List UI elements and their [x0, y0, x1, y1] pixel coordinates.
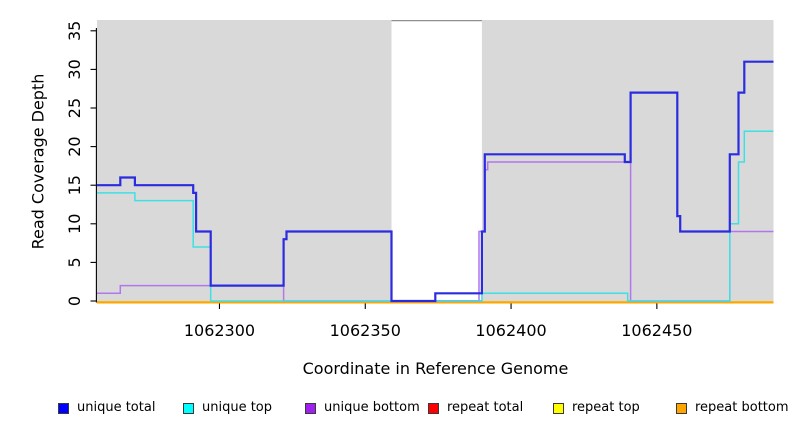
x-tick-label: 1062400: [475, 321, 546, 340]
legend-item-unique-total: unique total: [58, 400, 155, 416]
series-line-unique-top: [97, 130, 774, 302]
legend-item-unique-bottom: unique bottom: [305, 400, 420, 416]
y-tick-label: 0: [65, 296, 84, 306]
legend-label: repeat total: [447, 400, 524, 415]
y-tick-label: 5: [65, 257, 84, 267]
legend-swatch-repeat-bottom: [676, 402, 687, 414]
y-tick-label: 10: [65, 214, 84, 234]
y-tick-label: 25: [65, 98, 84, 118]
series-line-unique-total: [97, 60, 774, 303]
y-tick-label: 15: [65, 175, 84, 195]
legend-swatch-unique-top: [183, 402, 194, 414]
legend-label: repeat top: [572, 400, 640, 415]
legend-item-repeat-total: repeat total: [428, 400, 523, 416]
legend-swatch-repeat-total: [428, 402, 439, 414]
x-tick-label: 1062350: [330, 321, 401, 340]
legend-label: unique total: [77, 400, 156, 415]
y-tick-label: 30: [65, 59, 84, 79]
legend-swatch-unique-total: [58, 402, 69, 414]
y-tick-label: 20: [65, 136, 84, 156]
x-axis-title: Coordinate in Reference Genome: [302, 359, 569, 378]
legend-label: unique top: [202, 400, 273, 415]
legend-label: unique bottom: [324, 400, 420, 415]
legend-swatch-repeat-top: [553, 402, 564, 414]
legend-swatch-unique-bottom: [305, 402, 316, 414]
y-tick-label: 35: [65, 21, 84, 41]
x-tick-label: 1062450: [621, 321, 692, 340]
x-tick-label: 1062300: [184, 321, 255, 340]
legend-label: repeat bottom: [695, 400, 789, 415]
legend-item-repeat-bottom: repeat bottom: [676, 400, 789, 416]
legend-item-repeat-top: repeat top: [553, 400, 640, 416]
legend-item-unique-top: unique top: [183, 400, 272, 416]
y-axis-title: Read Coverage Depth: [28, 73, 48, 250]
legend: unique total unique top unique bottom repea…: [0, 400, 792, 420]
highlight-band: [391, 20, 482, 303]
